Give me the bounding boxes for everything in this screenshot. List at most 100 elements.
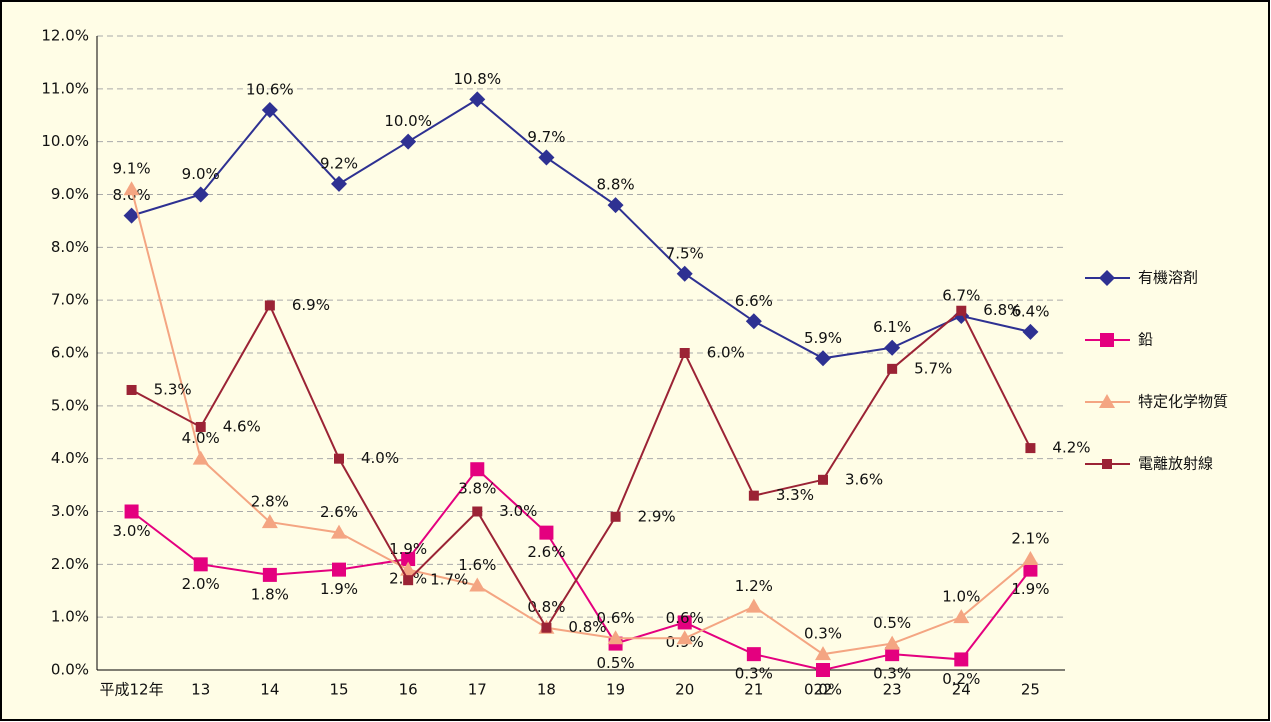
data-label: 2.6% [527,543,565,561]
data-label: 2.0% [182,575,220,593]
y-tick-label: 0.0% [51,661,89,679]
marker [472,506,483,517]
data-label: 0.8% [568,618,606,636]
marker [679,348,690,358]
data-label: 2.6% [320,503,358,521]
data-label: 8.8% [597,176,635,194]
data-label: 6.9% [292,296,330,314]
series-line [130,188,1032,656]
y-tick-label: 3.0% [51,502,89,520]
marker [610,511,621,522]
marker [816,663,830,677]
marker [123,181,140,196]
y-tick-label: 9.0% [51,185,89,203]
data-label: 0.5% [597,654,635,672]
legend-label: 特定化学物質 [1138,393,1228,411]
marker [1023,562,1038,577]
x-tick-label: 20 [675,681,694,699]
y-tick-label: 6.0% [51,344,89,362]
marker [676,630,693,645]
x-tick-label: 18 [537,681,556,699]
data-label: 2.9% [638,507,676,525]
x-tick-label: 15 [329,681,348,699]
marker [332,562,346,577]
data-label: 0.3% [873,665,911,683]
y-tick-label: 11.0% [41,79,89,97]
data-label: 1.9% [389,540,427,558]
legend-marker [1100,333,1114,347]
y-tick-label: 10.0% [41,132,89,150]
data-label: 0.6% [666,609,704,627]
marker [264,300,275,311]
x-tick-label: 21 [744,681,763,699]
y-tick-label: 12.0% [41,27,89,45]
marker [818,474,828,485]
data-label: 6.1% [873,318,911,336]
x-tick-label: 平成12年 [100,681,164,699]
data-label: 4.0% [361,449,399,467]
data-label: 1.0% [942,588,980,606]
marker [192,450,209,465]
y-tick-label: 4.0% [51,449,89,467]
marker [748,490,759,501]
data-label: 7.5% [666,244,704,262]
data-label: 0.5% [873,614,911,632]
data-label: 0.3% [804,625,842,643]
marker [124,504,139,519]
y-tick-label: 7.0% [51,291,89,309]
marker [126,384,137,395]
y-tick-label: 5.0% [51,396,89,414]
data-label: 4.2% [1052,439,1090,457]
marker [884,635,901,650]
marker [470,462,485,477]
data-label: 1.6% [458,556,496,574]
data-label: 1.9% [1011,580,1049,598]
marker [261,514,278,529]
marker [195,421,206,432]
data-label: 6.0% [707,344,745,362]
data-label: 4.6% [223,417,261,435]
marker [953,609,970,624]
marker [400,133,417,150]
data-label: 9.0% [182,165,220,183]
data-label: 0.2% [942,670,980,688]
marker [956,305,967,316]
marker [123,207,140,224]
marker [1022,323,1039,340]
marker [607,197,624,214]
marker [193,557,208,572]
legend-label: 鉛 [1138,331,1153,349]
marker [1022,551,1039,566]
legend-label: 電離放射線 [1138,455,1213,473]
marker [745,313,762,330]
data-label: 6.7% [942,287,980,305]
legend-marker [1099,270,1115,286]
marker [887,363,898,374]
series-line [131,303,1032,630]
data-label: 3.0% [113,522,151,540]
marker [192,186,209,203]
series-line [130,467,1032,672]
marker [541,622,552,633]
data-label: 1.7% [430,571,468,589]
marker [677,615,692,630]
data-label: 1.2% [735,577,773,595]
x-tick-label: 16 [399,681,418,699]
marker [539,525,554,540]
marker [746,647,761,662]
marker [745,598,762,613]
data-label: 2.8% [251,493,289,511]
data-label: 1.9% [320,580,358,598]
data-label: 10.0% [384,112,432,130]
marker [815,350,831,367]
x-tick-label: 22 [813,681,832,699]
marker [401,552,416,567]
marker [469,91,486,108]
data-label: 1.8% [251,585,289,603]
data-label: 2.1% [1011,530,1049,548]
marker [815,646,831,661]
marker [1025,443,1036,454]
data-label: 6.6% [735,292,773,310]
